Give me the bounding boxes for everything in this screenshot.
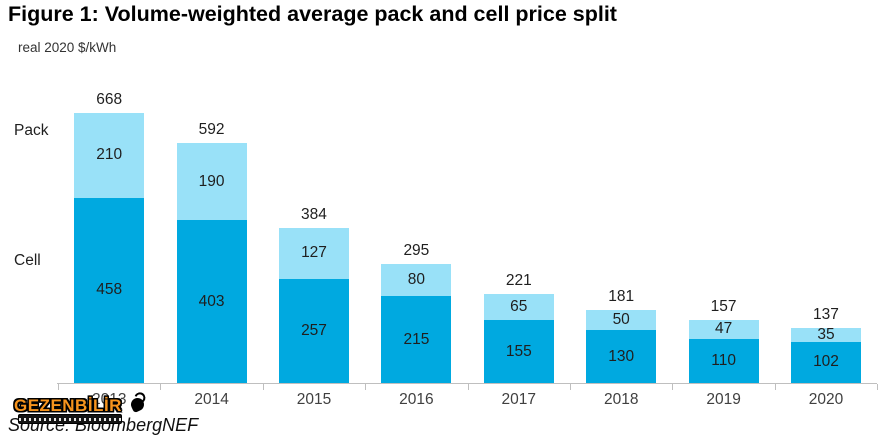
bar-segment-pack-2020: 35 xyxy=(791,326,861,343)
bar-segment-cell-2020: 102 xyxy=(791,341,861,383)
x-axis-tick xyxy=(672,384,674,390)
chart-title: Figure 1: Volume-weighted average pack a… xyxy=(8,2,617,26)
bar-segment-cell-2015: 257 xyxy=(279,279,349,383)
bar-segment-pack-2017: 65 xyxy=(483,294,554,321)
gezenbilir-logo-banner xyxy=(18,414,122,424)
x-axis-tick xyxy=(570,384,571,390)
x-axis-label-2013: 2013 xyxy=(91,391,127,408)
bar-total-label-2020: 137 xyxy=(813,305,839,323)
x-axis-line xyxy=(57,383,877,384)
bar-segment-pack-2013: 210 xyxy=(74,112,145,198)
bar-segment-cell-2014: 403 xyxy=(176,220,247,383)
x-axis-tick xyxy=(774,384,776,390)
x-axis-tick xyxy=(365,384,367,390)
x-axis-tick xyxy=(877,384,879,390)
gezenbilir-logo: GEZENBİLİR xyxy=(14,395,147,438)
bar-total-label-2018: 181 xyxy=(608,288,635,306)
bar-segment-cell-2018: 130 xyxy=(586,330,657,383)
x-axis-tick xyxy=(262,384,264,390)
x-axis-tick xyxy=(58,384,59,390)
bar-segment-pack-2015: 127 xyxy=(279,227,349,280)
x-axis-label-2018: 2018 xyxy=(603,391,639,408)
bar-segment-pack-2019: 47 xyxy=(688,319,759,339)
pack-series-label: Pack xyxy=(14,122,49,139)
bar-total-label-2019: 157 xyxy=(710,297,737,315)
x-axis-label-2014: 2014 xyxy=(194,391,229,408)
bar-total-label-2013: 668 xyxy=(96,90,123,108)
bar-total-label-2015: 384 xyxy=(301,205,327,223)
bar-segment-cell-2019: 110 xyxy=(688,338,759,383)
cell-series-label: Cell xyxy=(14,252,41,269)
chart-unit-label: real 2020 $/kWh xyxy=(18,40,117,55)
x-axis-tick xyxy=(467,384,469,390)
x-axis-tick xyxy=(160,384,162,390)
gezenbilir-logo-text: GEZENBİLİR xyxy=(14,396,122,415)
bar-segment-cell-2016: 215 xyxy=(381,296,452,383)
bar-segment-pack-2018: 50 xyxy=(586,310,657,331)
x-axis-label-2017: 2017 xyxy=(501,391,537,408)
x-axis-label-2019: 2019 xyxy=(706,391,741,408)
x-axis-label-2020: 2020 xyxy=(808,391,844,408)
bar-total-label-2016: 295 xyxy=(403,241,430,259)
bar-segment-cell-2017: 155 xyxy=(483,320,554,383)
bar-total-label-2017: 221 xyxy=(505,272,532,290)
bar-segment-pack-2014: 190 xyxy=(176,143,247,221)
x-axis-label-2015: 2015 xyxy=(296,391,332,408)
bar-total-label-2014: 592 xyxy=(198,121,225,139)
bar-segment-cell-2013: 458 xyxy=(74,197,145,383)
bar-segment-pack-2016: 80 xyxy=(381,263,452,297)
x-axis-label-2016: 2016 xyxy=(399,391,434,408)
